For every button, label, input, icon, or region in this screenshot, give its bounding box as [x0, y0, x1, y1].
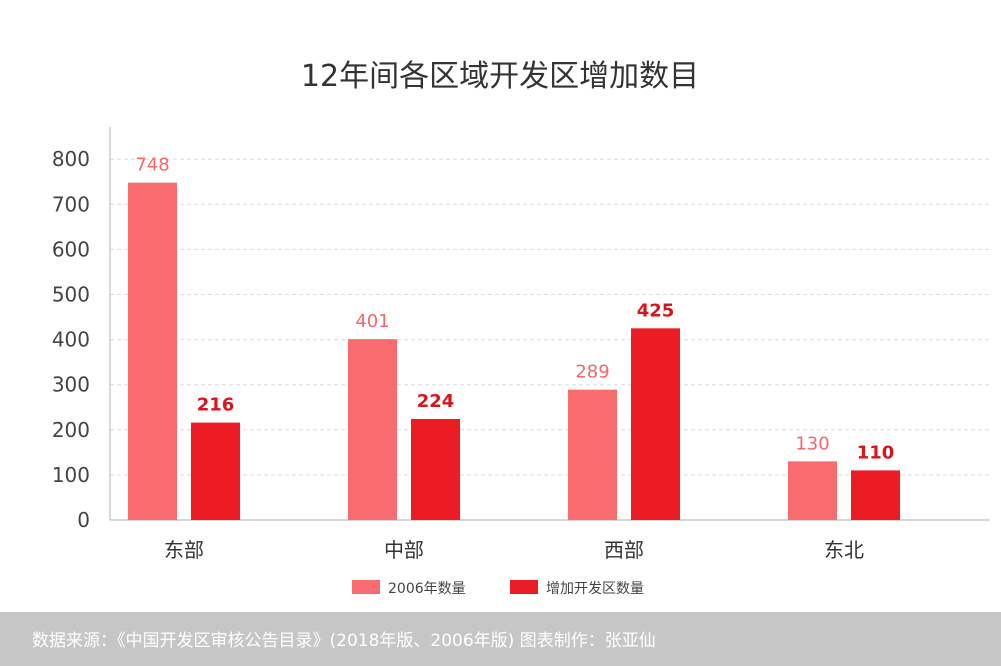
x-tick-label: 中部 — [384, 538, 424, 562]
legend-swatch — [352, 580, 380, 594]
y-tick-label: 200 — [52, 418, 90, 442]
data-label: 224 — [417, 391, 455, 412]
x-tick-label: 西部 — [604, 538, 644, 562]
data-label: 130 — [795, 433, 829, 454]
bars — [128, 182, 900, 521]
chart-title: 12年间各区域开发区增加数目 — [301, 59, 699, 94]
x-tick-label: 东部 — [164, 538, 204, 562]
legend: 2006年数量 增加开发区数量 — [352, 580, 644, 597]
bar-series-2006 — [568, 389, 617, 520]
y-tick-label: 500 — [52, 283, 90, 307]
bar-series-increase — [191, 422, 240, 520]
data-labels: 748 216 东部 401 224 中部 289 425 西部 130 110 东北 — [135, 155, 894, 562]
data-label: 401 — [355, 311, 389, 332]
bar-series-increase — [851, 470, 900, 520]
source-note: 数据来源：《中国开发区审核公告目录》(2018年版、2006年版) 图表制作：张… — [32, 631, 656, 651]
y-tick-label: 0 — [77, 508, 90, 532]
y-tick-label: 600 — [52, 237, 90, 261]
data-label: 748 — [135, 155, 169, 176]
bar-series-increase — [411, 418, 460, 520]
y-tick-label: 700 — [52, 192, 90, 216]
data-label: 289 — [575, 362, 609, 383]
legend-label: 2006年数量 — [388, 581, 466, 597]
gridlines: 0 100 200 300 400 500 600 700 800 — [52, 147, 990, 532]
bar-series-increase — [631, 328, 680, 520]
axes — [109, 127, 990, 521]
bar-series-2006 — [348, 339, 397, 520]
footer-bar — [0, 612, 1001, 666]
y-tick-label: 100 — [52, 463, 90, 487]
data-label: 110 — [857, 442, 895, 463]
y-tick-label: 400 — [52, 328, 90, 352]
x-tick-label: 东北 — [824, 538, 864, 562]
legend-label: 增加开发区数量 — [546, 581, 644, 597]
data-label: 425 — [637, 300, 675, 321]
legend-swatch — [510, 580, 538, 594]
data-label: 216 — [197, 395, 235, 416]
bar-series-2006 — [128, 182, 177, 521]
y-tick-label: 800 — [52, 147, 90, 171]
bar-series-2006 — [788, 461, 837, 520]
y-tick-label: 300 — [52, 373, 90, 397]
